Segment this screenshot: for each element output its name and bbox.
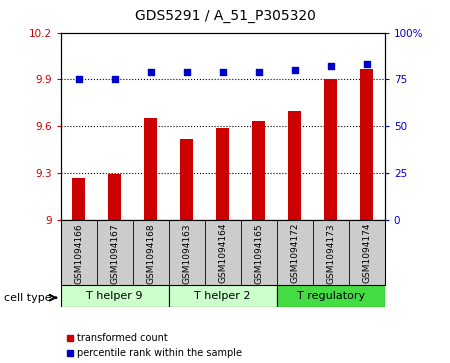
Point [183, 69, 190, 75]
Bar [360, 69, 373, 220]
Point [111, 77, 118, 82]
Text: GSM1094168: GSM1094168 [146, 223, 155, 284]
Bar [252, 122, 265, 220]
Bar [277, 285, 385, 307]
Text: GSM1094165: GSM1094165 [254, 223, 263, 284]
Bar [144, 118, 157, 220]
Point [363, 62, 370, 68]
Point [219, 69, 226, 75]
Point [75, 77, 82, 82]
Point [147, 69, 154, 75]
Legend: transformed count, percentile rank within the sample: transformed count, percentile rank withi… [66, 333, 242, 358]
Text: GSM1094164: GSM1094164 [218, 223, 227, 284]
Text: GSM1094167: GSM1094167 [110, 223, 119, 284]
Bar [169, 285, 277, 307]
Bar [216, 128, 229, 220]
Text: GSM1094173: GSM1094173 [326, 223, 335, 284]
Text: GDS5291 / A_51_P305320: GDS5291 / A_51_P305320 [135, 9, 315, 23]
Text: GSM1094172: GSM1094172 [290, 223, 299, 284]
Text: GSM1094166: GSM1094166 [74, 223, 83, 284]
Bar [288, 111, 301, 220]
Bar [180, 139, 193, 220]
Text: T helper 2: T helper 2 [194, 291, 251, 301]
Text: T regulatory: T regulatory [297, 291, 365, 301]
Text: T helper 9: T helper 9 [86, 291, 143, 301]
Point [327, 64, 334, 69]
Text: cell type: cell type [4, 293, 52, 303]
Text: GSM1094163: GSM1094163 [182, 223, 191, 284]
Point [291, 67, 298, 73]
Point [255, 69, 262, 75]
Bar [108, 175, 121, 220]
Bar [324, 79, 337, 220]
Text: GSM1094174: GSM1094174 [362, 223, 371, 284]
Bar [61, 285, 169, 307]
Bar [72, 178, 85, 220]
